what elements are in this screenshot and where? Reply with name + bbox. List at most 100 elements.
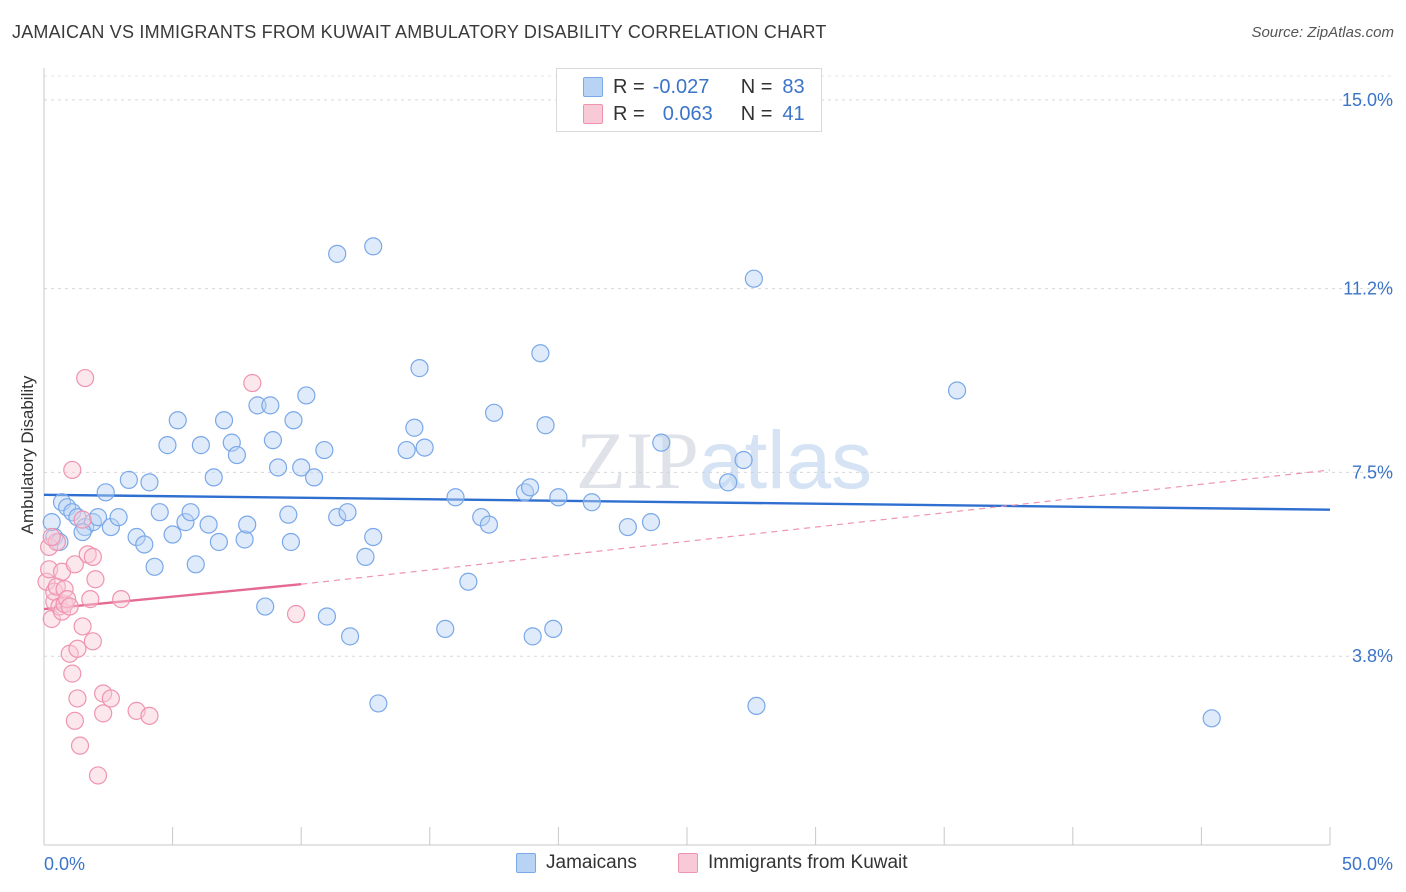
- grid-lines: [44, 75, 1392, 657]
- legend-n-value: 83: [782, 75, 805, 98]
- correlation-legend: R = -0.027 N = 83 R = 0.063 N = 41: [556, 68, 822, 132]
- jamaican-point: [734, 450, 753, 470]
- jamaican-point: [652, 433, 671, 452]
- jamaican-point: [158, 436, 177, 455]
- legend-r-label: R =: [613, 75, 645, 98]
- kuwait-point: [42, 527, 61, 547]
- trend-lines: [43, 469, 1331, 611]
- axes: [43, 68, 1331, 846]
- kuwait-point: [70, 736, 90, 755]
- legend-row-kuwait: R = 0.063 N = 41: [583, 102, 805, 126]
- kuwait-point: [60, 597, 79, 616]
- y-tick-label: 7.5%: [1352, 462, 1393, 482]
- jamaican-point: [292, 458, 311, 477]
- jamaican-point: [284, 411, 303, 430]
- jamaican-point: [96, 483, 115, 502]
- kuwait-point: [73, 617, 92, 636]
- legend-swatch-jamaicans: [583, 77, 603, 97]
- x-tick-label: 50.0%: [1342, 854, 1393, 874]
- jamaican-point: [369, 694, 388, 713]
- jamaican-point: [531, 344, 550, 363]
- jamaican-point: [150, 503, 169, 522]
- jamaican-point: [521, 478, 540, 497]
- jamaican-point: [338, 503, 357, 522]
- kuwait-point: [63, 664, 82, 683]
- legend-r-value: -0.027: [652, 75, 710, 98]
- jamaican-point: [261, 396, 280, 415]
- jamaican-point: [248, 396, 267, 415]
- kuwait-point: [63, 460, 82, 480]
- y-tick-label: 3.8%: [1352, 646, 1393, 666]
- jamaican-point: [145, 557, 164, 576]
- jamaican-point: [181, 503, 200, 522]
- jamaican-point: [459, 572, 478, 591]
- jamaican-point: [582, 493, 601, 512]
- jamaican-point: [1202, 709, 1221, 728]
- legend-row-jamaicans: R = -0.027 N = 83: [583, 75, 805, 99]
- kuwait-point: [76, 368, 95, 388]
- jamaican-point: [135, 535, 154, 554]
- jamaican-point: [364, 527, 383, 547]
- jamaican-point: [549, 488, 568, 507]
- jamaican-point: [101, 517, 120, 537]
- jamaican-point: [42, 513, 61, 532]
- kuwait-point: [65, 711, 84, 730]
- jamaican-point: [641, 513, 661, 532]
- jamaican-point: [328, 244, 347, 263]
- kuwait-point: [68, 639, 87, 658]
- jamaican-point: [315, 440, 334, 460]
- legend-item-kuwait[interactable]: Immigrants from Kuwait: [678, 852, 908, 874]
- legend-r-label: R =: [613, 102, 645, 125]
- jamaican-point: [281, 532, 301, 552]
- jamaican-point: [204, 468, 223, 487]
- jamaican-point: [544, 619, 563, 639]
- x-tick-label: 0.0%: [44, 854, 85, 874]
- jamaican-point: [317, 607, 337, 626]
- legend-label-jamaicans: Jamaicans: [546, 852, 637, 873]
- jamaican-point: [279, 505, 298, 524]
- jamaican-point: [163, 525, 182, 544]
- y-tick-label: 15.0%: [1342, 90, 1393, 110]
- legend-swatch-kuwait: [583, 104, 603, 124]
- legend-item-jamaicans[interactable]: Jamaicans: [516, 852, 637, 874]
- kuwait-point: [47, 532, 66, 552]
- jamaican-point: [88, 508, 108, 527]
- jamaican-trend-line: [43, 493, 1331, 511]
- kuwait-point: [58, 590, 77, 609]
- kuwait-point: [81, 590, 100, 609]
- jamaican-point: [472, 508, 491, 527]
- jamaican-point: [199, 515, 218, 534]
- jamaican-point: [109, 508, 128, 527]
- legend-swatch-jamaicans: [516, 853, 536, 873]
- jamaican-point: [536, 416, 555, 435]
- jamaican-point: [63, 503, 82, 522]
- watermark: ZIPatlas: [576, 415, 872, 506]
- jamaican-point: [209, 532, 228, 552]
- kuwait-point: [83, 632, 102, 651]
- jamaican-point: [186, 555, 205, 574]
- jamaican-point: [947, 381, 967, 400]
- jamaican-point: [297, 386, 316, 405]
- jamaican-point: [747, 696, 766, 716]
- legend-label-kuwait: Immigrants from Kuwait: [708, 852, 908, 873]
- jamaican-point: [140, 473, 159, 492]
- kuwait-point: [94, 704, 113, 723]
- jamaican-point: [119, 470, 138, 489]
- kuwait-trend-extension: [301, 469, 1331, 585]
- jamaican-point: [744, 269, 763, 288]
- jamaican-point: [356, 547, 375, 566]
- legend-swatch-kuwait: [678, 853, 698, 873]
- jamaican-point: [410, 359, 429, 378]
- jamaican-point: [214, 411, 234, 430]
- jamaican-point: [618, 517, 637, 537]
- jamaican-point: [446, 488, 465, 507]
- jamaican-point: [238, 515, 257, 534]
- chart-title: JAMAICAN VS IMMIGRANTS FROM KUWAIT AMBUL…: [12, 22, 827, 42]
- jamaican-point: [176, 513, 195, 532]
- jamaican-point: [405, 418, 424, 437]
- kuwait-point: [68, 689, 87, 708]
- kuwait-point: [286, 604, 306, 624]
- chart-source: Source: ZipAtlas.com: [1251, 24, 1394, 41]
- jamaican-point: [263, 431, 283, 450]
- kuwait-point: [83, 547, 102, 566]
